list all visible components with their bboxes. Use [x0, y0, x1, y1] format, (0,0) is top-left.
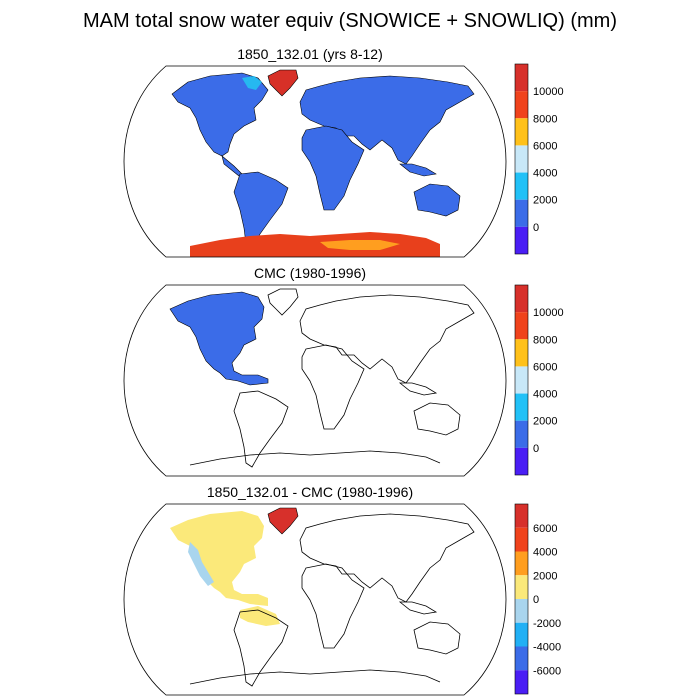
- colorbar-swatch: [515, 599, 528, 623]
- colorbar-tick-label: 0: [533, 443, 539, 455]
- colorbar-swatch: [515, 118, 528, 146]
- colorbar-swatch: [515, 172, 528, 200]
- map-observations-fields: [169, 288, 475, 468]
- colorbar-tick-label: 2000: [533, 416, 557, 428]
- colorbar-tick-label: 0: [533, 222, 539, 234]
- colorbar-tick-label: 10000: [533, 86, 564, 98]
- colorbar-tick-label: 6000: [533, 361, 557, 373]
- colorbar-tick-label: -6000: [533, 665, 561, 677]
- colorbar-swatch: [515, 622, 528, 647]
- colorbar-swatch: [515, 339, 528, 367]
- colorbar-swatch: [515, 64, 528, 92]
- colorbar-tick-label: 6000: [533, 523, 557, 535]
- colorbar-tick-label: 4000: [533, 547, 557, 559]
- greenland-fill: [267, 69, 299, 97]
- colorbar-tick-label: -4000: [533, 642, 561, 654]
- north-america-obs-fill: [169, 291, 269, 386]
- panel-title-observations: CMC (1980-1996): [253, 265, 367, 281]
- map-difference-border: [123, 503, 507, 696]
- colorbar-frame: [514, 284, 529, 476]
- colorbar-tick-label: 8000: [533, 334, 557, 346]
- colorbar-frame: [514, 63, 529, 255]
- colorbar-swatch: [515, 646, 528, 671]
- map-difference: [123, 503, 507, 696]
- map-difference-fields: [170, 507, 475, 687]
- colorbar-difference: 6000 4000 2000 0 -2000 -4000 -6000: [514, 503, 561, 695]
- colorbar-swatch: [515, 527, 528, 552]
- maritime-continent-fill: [399, 163, 437, 177]
- map-observations-border: [123, 284, 507, 477]
- colorbar-swatch: [515, 575, 528, 599]
- figure-title: MAM total snow water equiv (SNOWICE + SN…: [83, 10, 617, 32]
- colorbar-swatch: [515, 504, 528, 528]
- map-model: [123, 65, 507, 258]
- south-america-diff-fill: [240, 606, 280, 626]
- colorbar-tick-label: 0: [533, 594, 539, 606]
- colorbar-observations: 10000 8000 6000 4000 2000 0: [514, 284, 564, 476]
- rockies-diff-fill: [188, 542, 214, 586]
- colorbar-swatch: [515, 366, 528, 394]
- colorbar-swatch: [515, 551, 528, 576]
- colorbar-tick-label: 10000: [533, 307, 564, 319]
- antarctica-high-fill: [320, 240, 400, 250]
- colorbar-swatch: [515, 199, 528, 227]
- south-america-fill: [233, 171, 289, 249]
- panel-title-model: 1850_132.01 (yrs 8-12): [237, 46, 383, 62]
- colorbar-swatch: [515, 393, 528, 421]
- colorbar-tick-label: 8000: [533, 113, 557, 125]
- colorbar-swatch: [515, 285, 528, 313]
- colorbar-swatch: [515, 670, 528, 694]
- map-model-fields: [171, 69, 475, 257]
- australia-fill: [413, 183, 461, 217]
- colorbar-tick-label: 2000: [533, 570, 557, 582]
- greenland-diff-fill: [267, 507, 299, 535]
- antarctica-fill: [190, 232, 440, 257]
- coastlines: [189, 288, 475, 468]
- colorbar-swatch: [515, 145, 528, 173]
- colorbar-swatch: [515, 91, 528, 119]
- map-observations: [123, 284, 507, 477]
- panel-title-difference: 1850_132.01 - CMC (1980-1996): [206, 484, 414, 500]
- colorbar-tick-label: 4000: [533, 389, 557, 401]
- canadian-archipelago-fill: [242, 76, 262, 90]
- north-america-diff-fill: [170, 511, 268, 606]
- colorbar-tick-label: 2000: [533, 195, 557, 207]
- africa-fill: [301, 125, 365, 211]
- colorbar-tick-label: -2000: [533, 618, 561, 630]
- colorbar-tick-label: 4000: [533, 168, 557, 180]
- colorbar-swatch: [515, 447, 528, 475]
- colorbar-frame: [514, 503, 529, 695]
- colorbar-swatch: [515, 312, 528, 340]
- colorbar-swatch: [515, 420, 528, 448]
- colorbar-swatch: [515, 226, 528, 254]
- colorbar-model: 10000 8000 6000 4000 2000 0: [514, 63, 564, 255]
- map-model-border: [123, 65, 507, 258]
- north-america-fill: [171, 72, 269, 157]
- coastlines: [189, 513, 475, 687]
- colorbar-tick-label: 6000: [533, 140, 557, 152]
